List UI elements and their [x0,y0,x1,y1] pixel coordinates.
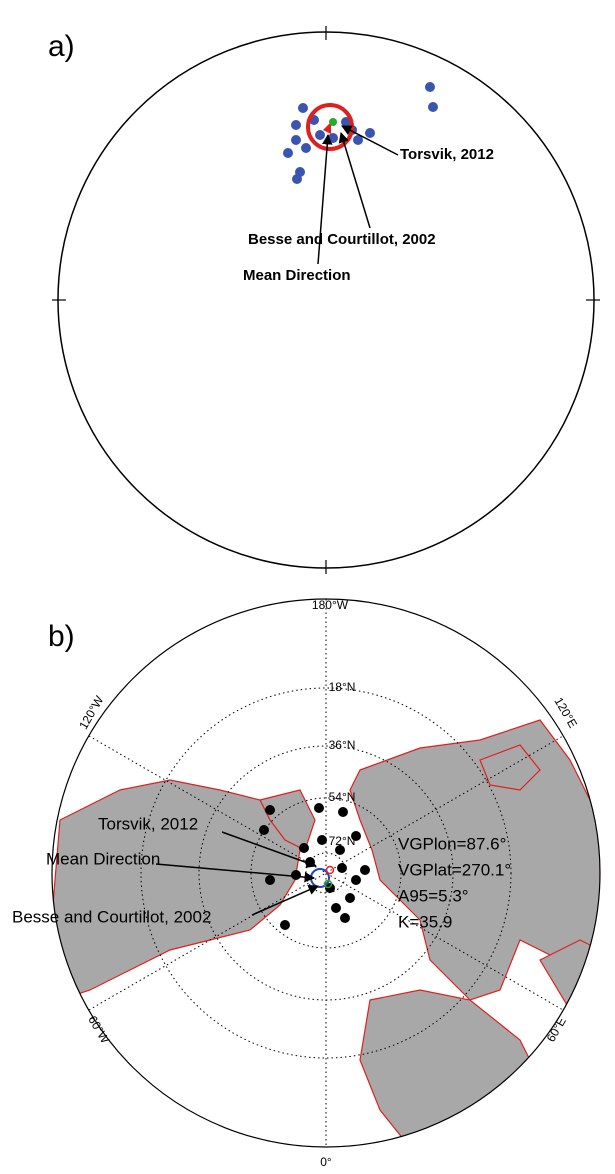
panel-b: b) [12,598,601,1169]
torsvik-point [323,879,333,889]
stereonet-ticks [52,26,600,574]
arrows [155,831,319,916]
statistic: VGPlat=270.1° [398,860,511,879]
longitude-label: 120°E [551,695,580,730]
longitude-label: 0° [320,1155,332,1169]
annotation: Besse and Courtillot, 2002 [248,231,436,248]
panel-a: a) Torsvik, 2012 Besse and Courtillot, 2… [48,26,600,574]
panel-label: b) [48,620,75,653]
statistic: A95=5.3° [398,886,469,905]
latitude-label: 54°N [329,790,356,804]
continents [52,719,600,1147]
annotation: Torsvik, 2012 [98,814,198,833]
longitude-label: 60°E [544,1015,569,1045]
directions [283,82,438,184]
panel-label: a) [48,30,75,63]
statistic: VGPlon=87.6° [398,834,506,853]
longitude-label: 180°W [312,598,349,612]
longitude-label: 120°W [76,693,107,732]
vgps [259,803,370,930]
annotation: Besse and Courtillot, 2002 [12,907,211,926]
latitude-label: 72°N [329,834,356,848]
mean-direction [323,122,331,134]
statistic: K=35.9 [398,912,452,931]
stereonet-circle [57,31,595,569]
arrows [317,125,399,265]
annotation: Torsvik, 2012 [400,146,494,163]
annotation: Mean Direction [243,267,351,284]
torsvik-point [329,118,337,126]
longitude-label: 60°W [85,1013,112,1046]
besse-point [325,865,335,875]
graticule [88,599,564,1147]
annotation: Mean Direction [46,849,160,868]
latitude-label: 36°N [329,738,356,752]
latitude-label: 18°N [329,680,356,694]
